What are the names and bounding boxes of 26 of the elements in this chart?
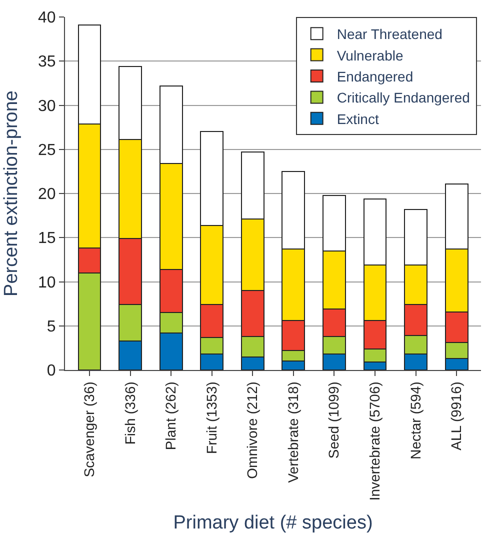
y-tick-label: 25 bbox=[38, 142, 56, 159]
legend-label: Critically Endangered bbox=[336, 90, 470, 106]
y-tick-label: 20 bbox=[38, 186, 56, 204]
y-tick-label: 40 bbox=[38, 10, 56, 27]
legend-label: Near Threatened bbox=[336, 26, 442, 42]
x-tick-label: Fruit (1353) bbox=[203, 382, 220, 454]
y-tick-label: 30 bbox=[38, 98, 56, 115]
x-axis-title: Primary diet (# species) bbox=[173, 512, 373, 534]
y-tick-label: 35 bbox=[38, 54, 56, 71]
y-tick-label: 10 bbox=[38, 274, 56, 292]
y-tick-label: 0 bbox=[46, 362, 56, 380]
legend-label: Endangered bbox=[336, 68, 414, 84]
y-tick-label: 5 bbox=[46, 318, 56, 336]
x-tick-label: Seed (1099) bbox=[326, 382, 342, 459]
x-tick-label: Plant (262) bbox=[162, 382, 179, 450]
x-tick-label: Scavenger (36) bbox=[81, 382, 98, 478]
x-tick-label: ALL (9916) bbox=[448, 382, 464, 450]
x-tick-label: Vertebrate (318) bbox=[284, 382, 301, 483]
x-tick-label: Invertebrate (5706) bbox=[366, 382, 383, 501]
legend-label: Vulnerable bbox=[336, 47, 404, 64]
y-axis-title: Percent extinction-prone bbox=[0, 90, 22, 296]
legend-label: Extinct bbox=[336, 110, 379, 127]
x-tick-label: Omnivore (212) bbox=[244, 382, 260, 479]
x-tick-label: Fish (336) bbox=[122, 382, 138, 445]
y-tick-label: 15 bbox=[38, 230, 56, 248]
x-tick-label: Nectar (594) bbox=[407, 382, 424, 460]
